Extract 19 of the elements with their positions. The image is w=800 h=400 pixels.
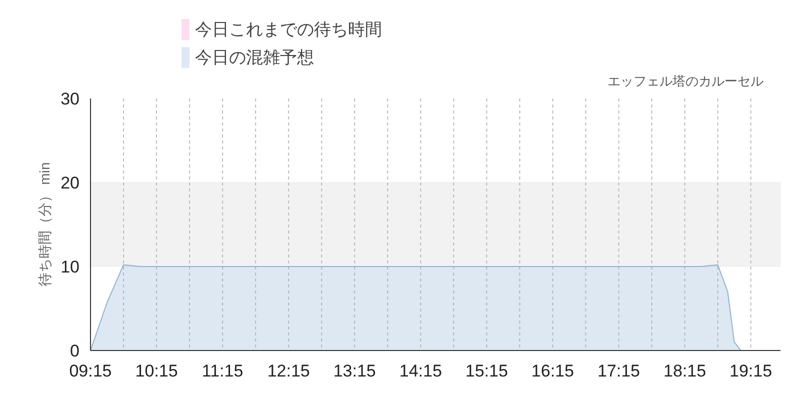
y-tick-label: 0 [70,342,80,360]
x-tick-label: 10:15 [135,362,178,380]
x-tick-label: 19:15 [730,362,772,380]
x-tick-label: 15:15 [465,362,508,380]
x-tick-label: 14:15 [399,362,442,380]
x-tick-label: 13:15 [333,362,376,380]
text: エッフェル塔のカルーセル [607,74,764,88]
x-tick-label: 18:15 [663,362,706,380]
x-tick-label: 12:15 [267,362,310,380]
y-axis-title: 待ち時間（分） min [36,162,53,287]
y-tick-label: 30 [60,90,80,108]
y-tick-label: 20 [60,174,80,192]
x-tick-label: 09:15 [69,362,112,380]
legend-label: 今日これまでの待ち時間 [195,18,382,40]
x-tick-label: 11:15 [202,362,244,380]
legend-label: 今日の混雑予想 [195,46,314,68]
y-tick-label: 10 [60,258,80,276]
x-tick-label: 17:15 [597,362,640,380]
x-tick-label: 16:15 [531,362,574,380]
